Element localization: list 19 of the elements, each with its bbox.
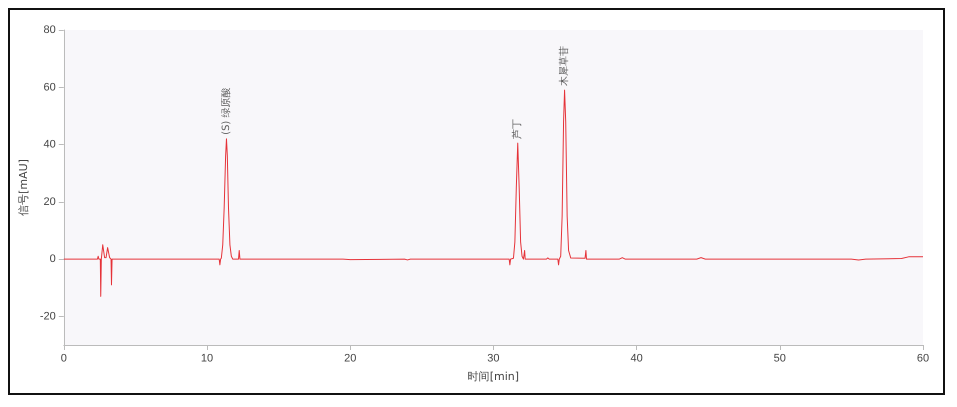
x-tick-label: 20	[344, 352, 356, 364]
y-tick-label: 60	[44, 81, 56, 94]
x-tick-label: 30	[487, 352, 500, 364]
x-axis-title: 时间[min]	[468, 370, 520, 383]
annotation: 芦丁	[511, 119, 524, 140]
y-tick-label: 40	[44, 138, 56, 151]
annotation: 木犀草苷	[558, 46, 570, 86]
x-tick-label: 60	[916, 352, 930, 364]
y-tick-label: 20	[44, 196, 56, 208]
y-tick-label: 0	[50, 253, 56, 266]
x-tick-label: 10	[200, 352, 214, 364]
x-tick-label: 40	[630, 352, 643, 364]
y-tick-label: 80	[44, 24, 56, 36]
y-tick-label: -20	[40, 310, 56, 322]
x-tick-label: 0	[60, 352, 67, 364]
annotation: (S) 绿原酸	[220, 87, 232, 135]
y-axis-title: 信号[mAU]	[17, 159, 30, 216]
x-tick-label: 50	[774, 352, 786, 364]
line-series	[63, 90, 924, 297]
